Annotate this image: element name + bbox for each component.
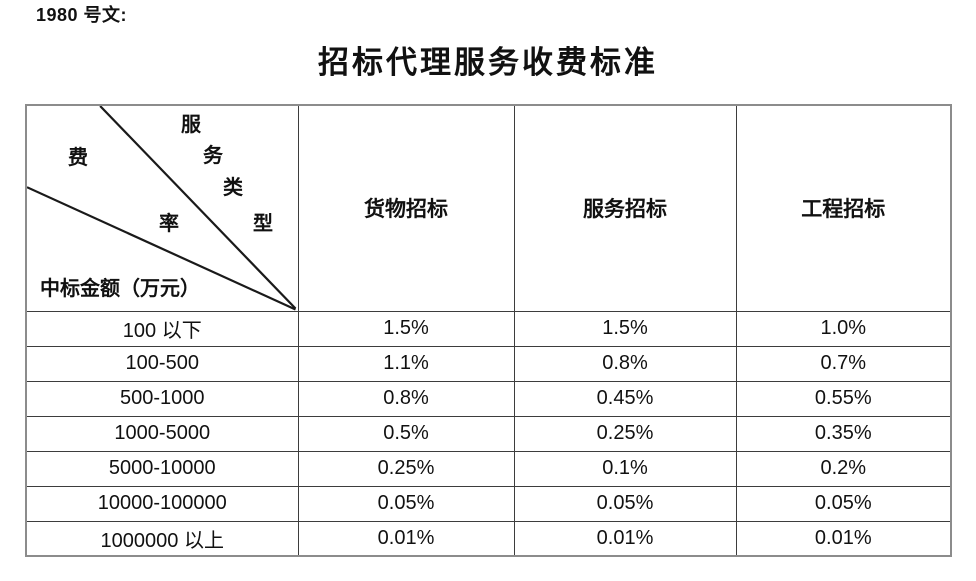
table-header-row: 服 务 类 型 费 率 中标金额（万元） 货物招标 服务招标 工程招标 — [25, 104, 952, 312]
works-rate-cell: 0.2% — [735, 450, 952, 487]
corner-service-type-char: 类 — [223, 177, 243, 199]
works-rate-cell: 1.0% — [735, 310, 952, 347]
amount-range-cell: 100 以下 — [25, 310, 299, 347]
amount-range-cell: 1000-5000 — [25, 415, 299, 452]
column-header-goods-bidding: 货物招标 — [297, 104, 515, 312]
corner-service-type-char: 服 — [181, 114, 201, 136]
table-row: 1000000 以上 0.01% 0.01% 0.01% — [25, 520, 952, 557]
works-rate-cell: 0.35% — [735, 415, 952, 452]
table-row: 100 以下 1.5% 1.5% 1.0% — [25, 310, 952, 347]
service-rate-cell: 0.01% — [513, 520, 737, 557]
service-rate-cell: 0.05% — [513, 485, 737, 522]
column-header-service-bidding: 服务招标 — [513, 104, 737, 312]
corner-amount-axis-label: 中标金额（万元） — [40, 278, 200, 300]
service-rate-cell: 1.5% — [513, 310, 737, 347]
corner-rate-char: 率 — [159, 213, 179, 235]
column-header-works-bidding: 工程招标 — [735, 104, 952, 312]
page-title: 招标代理服务收费标准 — [318, 45, 658, 80]
table-row: 1000-5000 0.5% 0.25% 0.35% — [25, 415, 952, 452]
goods-rate-cell: 1.5% — [297, 310, 515, 347]
works-rate-cell: 0.55% — [735, 380, 952, 417]
corner-service-type-char: 务 — [203, 145, 223, 167]
amount-range-cell: 10000-100000 — [25, 485, 299, 522]
doc-number-label: 1980 号文: — [36, 5, 128, 25]
fee-table: 服 务 类 型 费 率 中标金额（万元） 货物招标 服务招标 工程招标 100 … — [25, 104, 952, 557]
works-rate-cell: 0.05% — [735, 485, 952, 522]
goods-rate-cell: 0.8% — [297, 380, 515, 417]
service-rate-cell: 0.8% — [513, 345, 737, 382]
service-rate-cell: 0.25% — [513, 415, 737, 452]
table-row: 10000-100000 0.05% 0.05% 0.05% — [25, 485, 952, 522]
table-corner-cell: 服 务 类 型 费 率 中标金额（万元） — [25, 104, 299, 312]
amount-range-cell: 100-500 — [25, 345, 299, 382]
goods-rate-cell: 1.1% — [297, 345, 515, 382]
diagonal-divider-lines — [27, 106, 297, 310]
corner-rate-char: 费 — [68, 147, 88, 169]
corner-cell-content: 服 务 类 型 费 率 中标金额（万元） — [27, 106, 297, 310]
goods-rate-cell: 0.01% — [297, 520, 515, 557]
table-row: 5000-10000 0.25% 0.1% 0.2% — [25, 450, 952, 487]
amount-range-cell: 500-1000 — [25, 380, 299, 417]
goods-rate-cell: 0.25% — [297, 450, 515, 487]
service-rate-cell: 0.1% — [513, 450, 737, 487]
table-row: 100-500 1.1% 0.8% 0.7% — [25, 345, 952, 382]
service-rate-cell: 0.45% — [513, 380, 737, 417]
amount-range-cell: 5000-10000 — [25, 450, 299, 487]
works-rate-cell: 0.7% — [735, 345, 952, 382]
works-rate-cell: 0.01% — [735, 520, 952, 557]
amount-range-cell: 1000000 以上 — [25, 520, 299, 557]
goods-rate-cell: 0.5% — [297, 415, 515, 452]
table-row: 500-1000 0.8% 0.45% 0.55% — [25, 380, 952, 417]
goods-rate-cell: 0.05% — [297, 485, 515, 522]
corner-service-type-char: 型 — [253, 213, 273, 235]
